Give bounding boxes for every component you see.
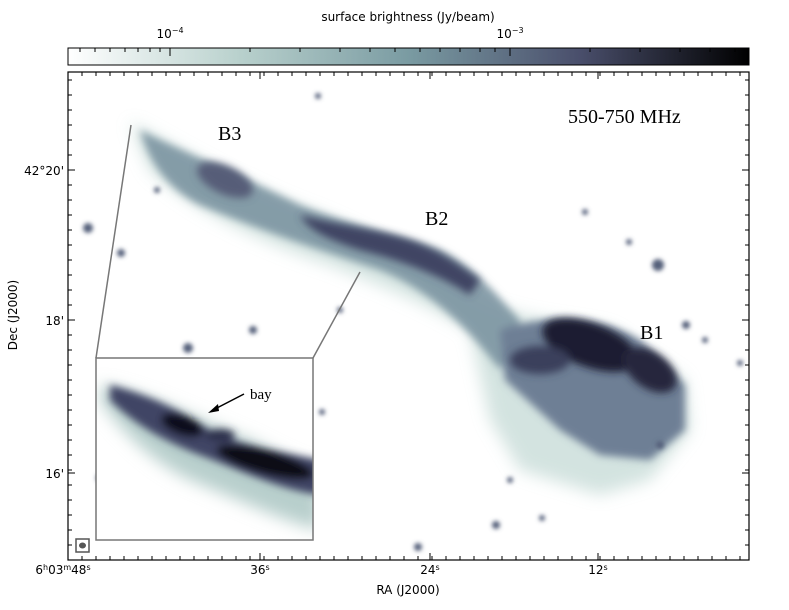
colorbar-ticks	[79, 48, 736, 56]
point-source	[539, 515, 545, 521]
point-source	[507, 477, 513, 483]
point-source	[183, 343, 193, 353]
colorbar: surface brightness (Jy/beam) 10−4 10−3	[67, 10, 750, 66]
x-tick-label: 24s	[420, 563, 439, 577]
point-source	[626, 239, 632, 245]
point-source	[702, 337, 708, 343]
zoom-line	[95, 124, 132, 359]
x-tick-label: 12s	[588, 563, 607, 577]
point-source	[315, 93, 321, 99]
region-label-b2: B2	[425, 208, 448, 230]
x-tick-label: 36s	[250, 563, 269, 577]
compact-sources	[83, 93, 743, 551]
point-source	[656, 441, 664, 449]
x-tick-label: 6h03m48s	[35, 563, 90, 577]
inset-panel: bay	[95, 357, 314, 541]
point-source	[154, 187, 160, 193]
y-tick-label: 18'	[45, 314, 64, 328]
y-tick-label: 16'	[45, 467, 64, 481]
point-source	[582, 209, 588, 215]
beam-marker	[75, 538, 90, 553]
point-source	[652, 259, 664, 271]
beam-ellipse	[79, 542, 86, 549]
point-source	[83, 223, 93, 233]
axes-labels: 6h03m48s 36s 24s 12s RA (J2000) 42°20' 1…	[6, 164, 608, 597]
frequency-label: 550-750 MHz	[568, 106, 681, 128]
colorbar-tick-label: 10−3	[496, 26, 523, 41]
point-source	[249, 326, 257, 334]
point-source	[117, 249, 125, 257]
bay-arrow-head	[208, 404, 219, 413]
inset-annotation-bay: bay	[250, 387, 272, 403]
region-label-b3: B3	[218, 123, 241, 145]
y-tick-label: 42°20'	[24, 164, 64, 178]
axis-ticks	[67, 72, 749, 560]
x-axis-label: RA (J2000)	[376, 583, 439, 597]
colorbar-label: surface brightness (Jy/beam)	[321, 10, 494, 24]
point-source	[414, 543, 422, 551]
radio-map: 550-750 MHz B3 B2 B1 bay	[67, 71, 750, 561]
region-label-b1: B1	[640, 322, 663, 344]
zoom-line	[312, 271, 361, 359]
point-source	[682, 321, 690, 329]
point-source	[492, 521, 500, 529]
point-source	[319, 409, 325, 415]
point-source	[737, 360, 743, 366]
colorbar-scale	[67, 47, 750, 66]
y-axis-label: Dec (J2000)	[6, 280, 20, 350]
colorbar-tick-label: 10−4	[156, 26, 183, 41]
